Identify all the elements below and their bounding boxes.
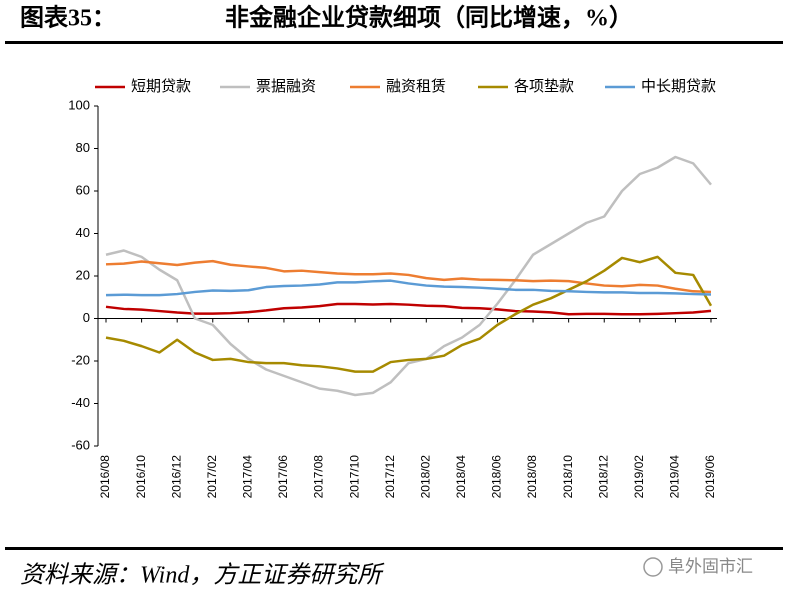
x-tick-label: 2018/08: [525, 455, 539, 499]
x-tick-label: 2017/08: [312, 455, 326, 499]
series-line: [105, 302, 712, 316]
x-tick-label: 2017/02: [205, 455, 219, 499]
x-tick-label: 2018/12: [596, 455, 610, 499]
y-tick-label: 20: [76, 267, 90, 282]
y-tick-label: 60: [76, 182, 90, 197]
x-tick-label: 2016/12: [169, 455, 183, 499]
y-tick-label: 80: [76, 140, 90, 155]
y-tick-label: 100: [68, 97, 90, 112]
watermark-icon: [643, 557, 663, 577]
y-tick-label: -60: [71, 437, 90, 452]
series-line: [105, 259, 712, 294]
x-tick-label: 2017/04: [241, 455, 255, 499]
x-tick-label: 2016/08: [98, 455, 112, 499]
x-tick-label: 2019/04: [668, 455, 682, 499]
x-tick-label: 2018/02: [418, 455, 432, 499]
watermark: 阜外固市汇: [668, 557, 753, 577]
legend-label: 融资租赁: [386, 78, 446, 95]
legend-label: 中长期贷款: [641, 78, 716, 95]
y-tick-label: -20: [71, 352, 90, 367]
series-line: [105, 155, 712, 397]
x-tick-label: 2018/04: [454, 455, 468, 499]
x-tick-label: 2018/10: [561, 455, 575, 499]
chart-title: 非金融企业贷款细项（同比增速，%）: [225, 4, 633, 32]
bottom-rule: [5, 547, 783, 550]
source: 资料来源：Wind，方正证券研究所: [20, 562, 385, 589]
x-tick-label: 2019/02: [632, 455, 646, 499]
legend-label: 各项垫款: [514, 78, 574, 95]
top-rule: [5, 41, 783, 44]
y-tick-label: -40: [71, 395, 90, 410]
x-tick-label: 2017/06: [276, 455, 290, 499]
series-line: [105, 279, 712, 297]
x-tick-label: 2018/06: [490, 455, 504, 499]
x-tick-label: 2017/10: [347, 455, 361, 499]
figure-label: 图表35：: [20, 5, 116, 32]
y-tick-label: 40: [76, 225, 90, 240]
y-tick-label: 0: [83, 310, 90, 325]
legend-label: 票据融资: [256, 78, 316, 95]
x-tick-label: 2019/06: [703, 455, 717, 499]
legend-label: 短期贷款: [131, 78, 191, 95]
series-line: [105, 255, 713, 373]
x-tick-label: 2016/10: [134, 455, 148, 499]
x-tick-label: 2017/12: [383, 455, 397, 499]
